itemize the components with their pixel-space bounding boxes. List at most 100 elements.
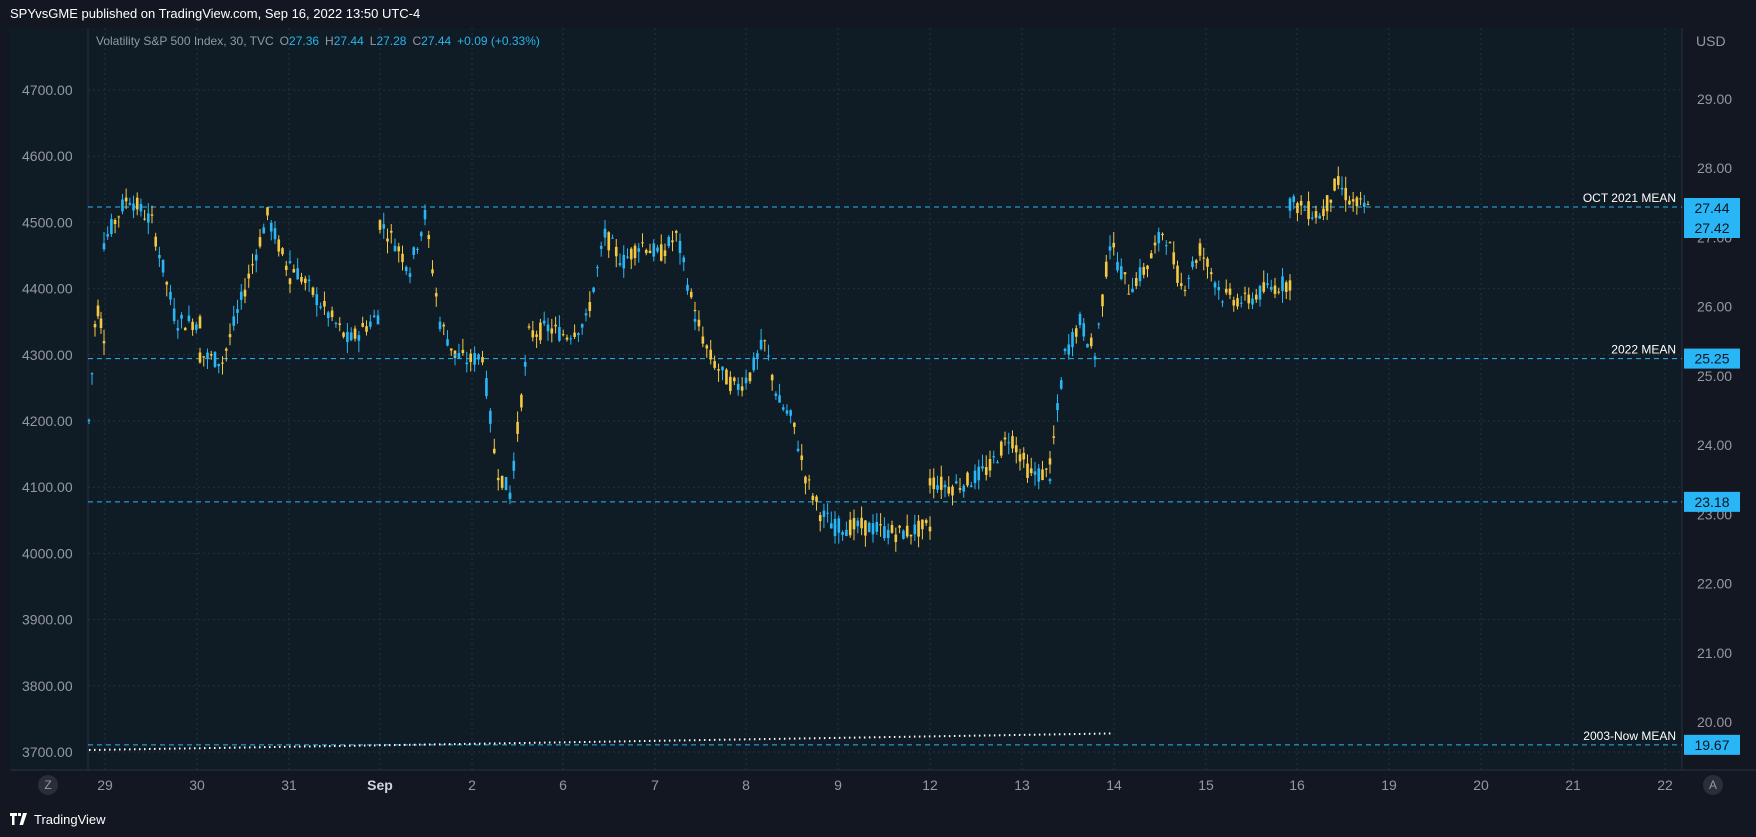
candle-body (427, 235, 431, 240)
candle-body (1018, 454, 1022, 462)
candle-body (804, 476, 807, 484)
candle-body (705, 345, 709, 349)
candle-body (1074, 328, 1078, 337)
candle-body (504, 477, 508, 491)
candle-body (221, 362, 224, 364)
candle-body (183, 327, 187, 331)
candle-body (936, 485, 939, 490)
candle-body (236, 309, 239, 313)
candle-body (822, 510, 826, 517)
candle-body (326, 312, 330, 319)
candle-body (744, 377, 748, 384)
candle-body (357, 335, 361, 341)
level-value-badge (1684, 734, 1740, 755)
legend-close-label: C (412, 34, 422, 48)
candle-body (1161, 233, 1164, 236)
candle-body (1355, 197, 1359, 207)
candle-body (378, 220, 382, 230)
candle-body (1281, 276, 1284, 292)
candle-body (1296, 203, 1299, 213)
left-tick-label: 4000.00 (22, 545, 73, 561)
candle-body (342, 332, 345, 337)
candle-body (300, 276, 303, 282)
chart-canvas[interactable]: 4700.00 4600.00 4500.00 4400.00 4300.00 4200.… (0, 0, 1756, 801)
candle-body (644, 249, 648, 254)
candle-body (921, 519, 924, 530)
plot-background (10, 28, 1682, 770)
candle-body (315, 294, 319, 306)
candle-body (128, 203, 132, 205)
candle-body (793, 422, 796, 427)
candle-body (209, 354, 213, 356)
candle-body (512, 460, 516, 471)
level-value-text: 25.25 (1694, 351, 1729, 367)
candle-body (346, 332, 349, 343)
candle-body (1266, 283, 1269, 285)
candle-body (607, 232, 611, 251)
candle-body (431, 269, 434, 274)
candle-body (202, 356, 206, 358)
candle-body (864, 520, 867, 536)
candle-body (954, 481, 958, 484)
candle-body (1168, 242, 1172, 244)
candle-body (147, 213, 150, 223)
candle-body (254, 254, 258, 261)
candle-body (404, 266, 408, 272)
candle-body (461, 349, 465, 354)
level-value-text: 23.18 (1694, 494, 1729, 510)
candle-body (596, 267, 599, 269)
candle-body (618, 263, 622, 266)
candle-body (1318, 215, 1322, 219)
candle-body (90, 373, 94, 375)
candle-body (191, 321, 194, 331)
x-tick-label: 15 (1198, 777, 1214, 793)
candle-body (1067, 344, 1071, 355)
candle-body (1026, 463, 1029, 478)
candle-body (652, 243, 656, 257)
x-tick-label: 14 (1106, 777, 1122, 793)
legend-low: 27.28 (376, 34, 407, 48)
legend-close: 27.44 (421, 34, 452, 48)
candle-body (258, 237, 262, 247)
candle-body (898, 525, 901, 528)
auto-scale-button[interactable]: A (1703, 775, 1723, 795)
level-value-text: 27.42 (1694, 220, 1729, 236)
z-button[interactable]: Z (38, 775, 58, 795)
candle-body (176, 328, 180, 331)
candle-body (740, 386, 744, 391)
candle-body (811, 495, 815, 500)
candle-body (588, 302, 592, 312)
candle-body (633, 245, 637, 259)
candle-body (1108, 246, 1112, 248)
candle-body (1359, 198, 1362, 200)
candle-body (599, 245, 603, 249)
level-label: 2022 MEAN (1611, 343, 1676, 357)
candle-body (928, 478, 932, 486)
candle-body (93, 324, 97, 328)
candle-body (158, 254, 161, 259)
candle-body (1258, 285, 1262, 300)
candle-body (841, 532, 844, 535)
candle-body (577, 333, 580, 335)
candle-body (656, 247, 659, 252)
candle-body (397, 246, 401, 252)
level-value-text: 19.67 (1694, 737, 1729, 753)
candle-body (187, 315, 191, 322)
candle-body (1003, 437, 1007, 440)
candle-body (992, 456, 996, 458)
candle-body (569, 338, 573, 340)
candle-body (304, 278, 307, 283)
candle-body (165, 281, 169, 285)
candle-body (1127, 293, 1131, 295)
candle-body (641, 242, 644, 244)
legend-symbol: Volatility S&P 500 Index, 30, TVC (96, 34, 274, 48)
candle-body (361, 323, 364, 327)
candle-body (852, 518, 856, 530)
candle-body (1052, 436, 1056, 438)
candle-body (725, 369, 728, 385)
candle-body (999, 441, 1003, 456)
candle-body (232, 316, 236, 326)
candle-body (1299, 200, 1303, 206)
candle-body (693, 310, 697, 312)
candle-body (465, 362, 469, 365)
